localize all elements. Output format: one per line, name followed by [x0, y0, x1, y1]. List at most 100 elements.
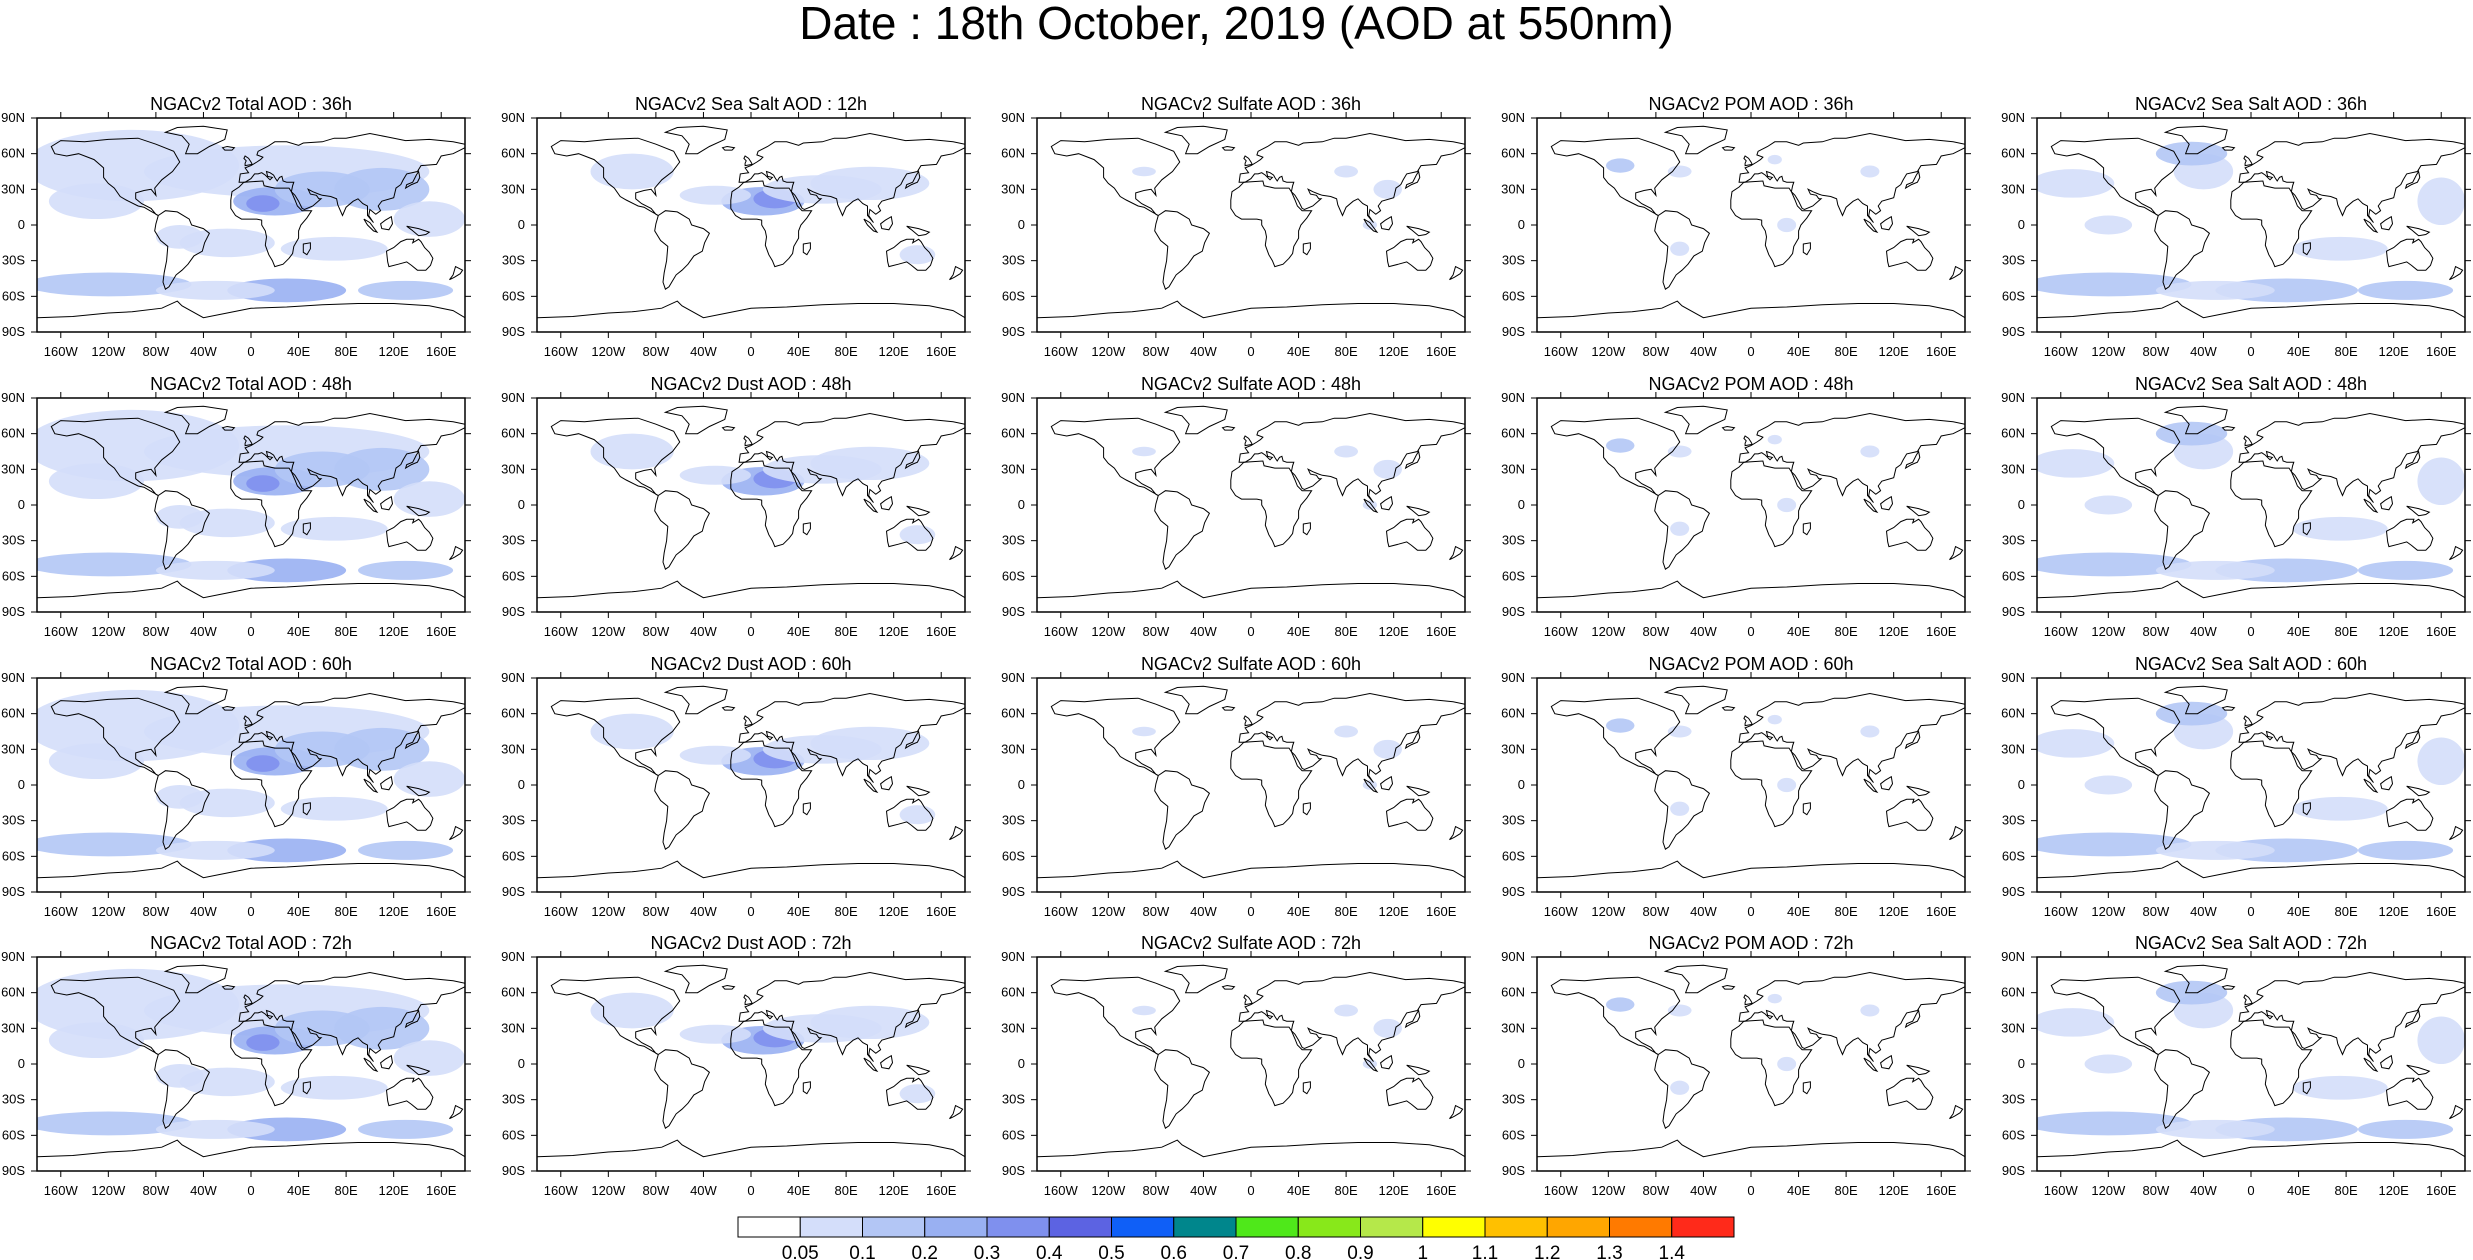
- lon-tick-label: 120W: [1591, 344, 1626, 359]
- lon-tick-label: 120W: [591, 1183, 626, 1198]
- lon-tick-label: 160W: [44, 1183, 79, 1198]
- aod-plume: [679, 465, 751, 485]
- lat-tick-label: 30N: [1, 461, 25, 476]
- coastline-sumatra: [2363, 1057, 2379, 1073]
- lon-tick-label: 0: [1247, 904, 1254, 919]
- lon-tick-label: 120E: [878, 344, 909, 359]
- map-panel: NGACv2 Total AOD : 36h 90N 60N 30N 0 30S 60S 90…: [1, 94, 471, 359]
- coastline-africa: [230, 460, 313, 548]
- lat-tick-label: 60S: [2, 848, 25, 863]
- lon-tick-label: 40W: [190, 1183, 217, 1198]
- coastline-iceland: [221, 705, 236, 711]
- lon-tick-label: 120W: [591, 624, 626, 639]
- coastline-nz: [2449, 545, 2464, 561]
- coastline-australia: [2385, 798, 2434, 831]
- lon-tick-label: 0: [1247, 624, 1254, 639]
- map-background: [537, 398, 965, 612]
- lon-tick-label: 120W: [1591, 624, 1626, 639]
- coastline-greenland: [1663, 685, 1728, 715]
- lat-tick-label: 60N: [1001, 706, 1025, 721]
- aod-plume: [2358, 560, 2454, 580]
- lon-tick-label: 80E: [2335, 624, 2358, 639]
- coastline-north-america: [550, 137, 681, 216]
- aod-plume: [1667, 1004, 1692, 1017]
- aod-plume: [1132, 166, 1156, 177]
- coastline-japan: [1904, 170, 1921, 190]
- lat-tick-label: 90N: [1501, 949, 1525, 964]
- lat-tick-label: 60S: [502, 848, 525, 863]
- lon-tick-label: 120W: [591, 344, 626, 359]
- coastline-north-america: [550, 976, 681, 1055]
- lon-tick-label: 160E: [2426, 624, 2457, 639]
- lat-tick-label: 90S: [2, 324, 25, 339]
- aod-plume: [37, 1111, 192, 1136]
- coastline-indonesia-borneo: [380, 495, 394, 511]
- coastline-uk: [1743, 715, 1753, 727]
- coastline-north-america: [1050, 417, 1181, 496]
- lat-tick-label: 30S: [2002, 1092, 2025, 1107]
- lon-tick-label: 80E: [835, 344, 858, 359]
- aod-plume: [2417, 737, 2465, 785]
- lon-tick-label: 0: [2247, 344, 2254, 359]
- lat-tick-label: 0: [518, 777, 525, 792]
- colorbar-swatch: [1297, 1216, 1361, 1238]
- coastline-antarctica-coast: [1537, 300, 1965, 319]
- aod-plume: [155, 1119, 275, 1139]
- lat-tick-label: 90S: [2, 1163, 25, 1178]
- lon-tick-label: 40E: [1287, 624, 1310, 639]
- coastline-indonesia-borneo: [1880, 495, 1894, 511]
- lon-tick-label: 80W: [143, 904, 170, 919]
- coastline-indonesia-borneo: [380, 775, 394, 791]
- map-background: [1037, 398, 1465, 612]
- lon-tick-label: 40W: [2190, 904, 2217, 919]
- lat-tick-label: 60S: [1502, 568, 1525, 583]
- coastline-indonesia-borneo: [1380, 215, 1394, 231]
- lat-tick-label: 60N: [1001, 146, 1025, 161]
- figure-title: Date : 18th October, 2019 (AOD at 550nm): [799, 0, 1674, 49]
- lat-tick-label: 30S: [1502, 1092, 1525, 1107]
- coastline-sumatra: [363, 498, 379, 514]
- lon-tick-label: 40W: [190, 904, 217, 919]
- lon-tick-label: 40E: [787, 624, 810, 639]
- lat-tick-label: 60N: [501, 426, 525, 441]
- coastline-madagascar: [1302, 802, 1311, 816]
- aod-plume: [1860, 1004, 1880, 1017]
- coastline-japan: [904, 730, 921, 750]
- aod-plume: [1605, 997, 1635, 1012]
- panel-title: NGACv2 Sea Salt AOD : 48h: [2135, 374, 2367, 394]
- coastline-nz: [449, 1104, 464, 1120]
- coastline-antarctica-coast: [2037, 300, 2465, 319]
- colorbar-label: 0.8: [1285, 1243, 1311, 1260]
- lat-tick-label: 0: [1518, 1056, 1525, 1071]
- coastline-iceland: [1721, 425, 1736, 431]
- coastline-nz: [949, 825, 964, 841]
- lat-tick-label: 0: [518, 497, 525, 512]
- coastline-iceland: [1721, 145, 1736, 151]
- aod-plume: [1373, 739, 1402, 759]
- coastline-iceland: [721, 705, 736, 711]
- coastline-new-guinea: [1406, 785, 1431, 797]
- lon-tick-label: 0: [2247, 624, 2254, 639]
- coastline-australia: [385, 238, 434, 271]
- lat-tick-label: 60N: [2001, 426, 2025, 441]
- coastline-nz: [1949, 825, 1964, 841]
- coastline-new-guinea: [906, 1064, 931, 1076]
- coastline-australia: [2385, 518, 2434, 551]
- coastline-south-america: [1154, 210, 1211, 290]
- aod-plume: [2037, 729, 2115, 758]
- coastline-indonesia-borneo: [380, 1054, 394, 1070]
- lat-tick-label: 0: [1518, 497, 1525, 512]
- lon-tick-label: 120E: [378, 344, 409, 359]
- coastline-eurasia: [1238, 971, 1465, 1062]
- lon-tick-label: 0: [747, 624, 754, 639]
- lat-tick-label: 60N: [1001, 985, 1025, 1000]
- lat-tick-label: 60S: [2002, 1127, 2025, 1142]
- coastline-japan: [404, 170, 421, 190]
- aod-plume: [37, 832, 192, 857]
- lon-tick-label: 80W: [143, 624, 170, 639]
- aod-plume: [1667, 725, 1692, 738]
- lat-tick-label: 90N: [1001, 110, 1025, 125]
- coastline-africa: [1230, 1019, 1313, 1107]
- aod-plume: [1334, 1004, 1358, 1017]
- lat-tick-label: 90N: [1, 949, 25, 964]
